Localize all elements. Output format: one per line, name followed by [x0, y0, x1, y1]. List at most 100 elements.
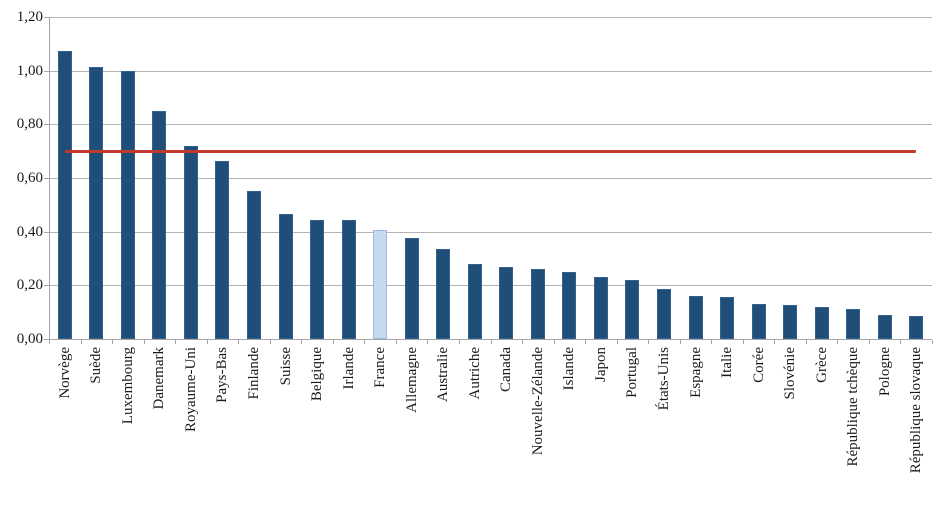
x-axis-label: Portugal [624, 347, 641, 398]
x-axis-tick [333, 340, 334, 344]
x-axis-tick [364, 340, 365, 344]
x-axis-tick [554, 340, 555, 344]
y-axis-tick [44, 124, 49, 125]
x-axis-label: Danemark [151, 347, 168, 410]
x-axis-tick [238, 340, 239, 344]
bar [846, 309, 861, 339]
y-axis-tick [44, 71, 49, 72]
x-axis-label: Belgique [309, 347, 326, 402]
x-axis-label: Australie [435, 347, 452, 402]
gridline [49, 178, 932, 179]
x-axis-tick [459, 340, 460, 344]
x-axis-tick [49, 340, 50, 344]
bar [499, 267, 514, 339]
x-axis-tick [144, 340, 145, 344]
x-axis-tick [743, 340, 744, 344]
bar [593, 277, 608, 339]
x-axis-label: Suisse [277, 347, 294, 386]
x-axis-tick [112, 340, 113, 344]
x-axis-tick [491, 340, 492, 344]
y-axis-tick [44, 285, 49, 286]
x-axis-label: République tchèque [845, 347, 862, 467]
y-axis-tick [44, 17, 49, 18]
reference-line [65, 150, 916, 153]
x-axis-tick [774, 340, 775, 344]
y-axis-label: 0,80 [16, 116, 43, 132]
bar [278, 214, 293, 339]
y-axis-label: 1,20 [16, 9, 43, 25]
x-axis-label: Espagne [687, 347, 704, 398]
x-axis-label: Norvège [56, 347, 73, 399]
x-axis-label: France [372, 347, 389, 388]
bar [215, 161, 230, 339]
bar [656, 289, 671, 339]
x-axis-tick [711, 340, 712, 344]
x-axis-label: États-Unis [655, 347, 672, 411]
x-axis-label: Islande [561, 347, 578, 391]
bar [909, 316, 924, 339]
bar [467, 264, 482, 339]
bar [89, 67, 104, 339]
x-axis-label: République slovaque [908, 347, 925, 474]
bar [751, 304, 766, 339]
y-axis-line [49, 17, 50, 340]
x-axis-tick [900, 340, 901, 344]
y-axis-label: 0,00 [16, 331, 43, 347]
x-axis-label: Italie [719, 347, 735, 378]
bar [310, 220, 325, 339]
x-axis-tick [585, 340, 586, 344]
x-axis-label: Pays-Bas [214, 347, 231, 403]
bar [247, 191, 261, 339]
x-axis-tick [837, 340, 838, 344]
x-axis-label: Finlande [246, 347, 262, 400]
bar [720, 297, 734, 339]
bar [341, 220, 356, 339]
x-axis-tick [81, 340, 82, 344]
bar [57, 51, 72, 339]
y-axis-label: 0,20 [16, 277, 43, 293]
x-axis-label: Grèce [813, 347, 830, 383]
x-axis-tick [427, 340, 428, 344]
x-axis-label: Irlande [340, 347, 357, 390]
bar [625, 280, 640, 339]
x-axis-tick [175, 340, 176, 344]
gridline [49, 285, 932, 286]
y-axis-label: 1,00 [16, 63, 43, 79]
bar [436, 249, 451, 339]
x-axis-label: Canada [498, 347, 515, 392]
x-axis-tick [648, 340, 649, 344]
bar [562, 272, 577, 339]
y-axis-tick [44, 178, 49, 179]
y-axis-label: 0,60 [16, 170, 43, 186]
x-axis-label: Luxembourg [119, 347, 136, 425]
x-axis-tick [932, 340, 933, 344]
x-axis-label: Pologne [876, 347, 893, 397]
bar [120, 71, 135, 339]
x-axis-tick [617, 340, 618, 344]
gridline [49, 232, 932, 233]
gridline [49, 124, 932, 125]
x-axis-tick [301, 340, 302, 344]
bar [152, 111, 167, 339]
x-axis-line [49, 339, 932, 340]
x-axis-label: Corée [750, 347, 767, 383]
x-axis-label: Autriche [466, 347, 483, 400]
x-axis-label: Allemagne [403, 347, 420, 413]
x-axis-label: Royaume-Uni [182, 347, 199, 432]
gridline [49, 17, 932, 18]
y-axis-label: 0,40 [16, 224, 43, 240]
bar-highlighted [373, 230, 388, 339]
x-axis-tick [270, 340, 271, 344]
x-axis-label: Suède [88, 347, 105, 384]
bar [530, 269, 545, 339]
x-axis-label: Slovénie [782, 347, 799, 400]
bar [877, 315, 892, 339]
x-axis-label: Japon [592, 347, 609, 382]
x-axis-tick [522, 340, 523, 344]
y-axis-tick [44, 232, 49, 233]
x-axis-tick [207, 340, 208, 344]
x-axis-label: Nouvelle-Zélande [529, 347, 546, 456]
y-axis-tick [44, 339, 49, 340]
x-axis-tick [680, 340, 681, 344]
